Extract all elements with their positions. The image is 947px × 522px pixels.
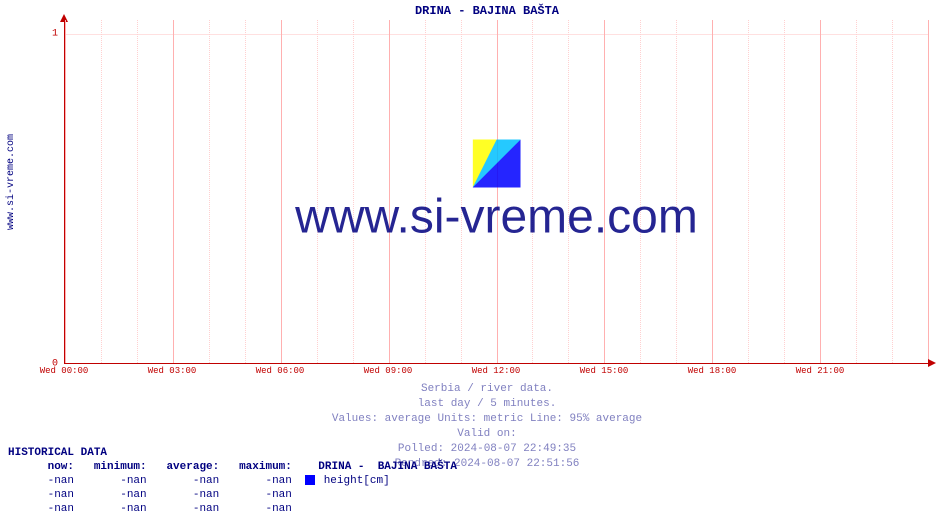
y-tick-1: 1 <box>52 28 58 39</box>
historical-value: -nan <box>219 503 292 515</box>
gridline-v <box>820 20 821 363</box>
gridline-v <box>101 20 102 363</box>
historical-heading: HISTORICAL DATA <box>8 447 107 459</box>
watermark-logo <box>472 139 520 187</box>
x-tick-label: Wed 12:00 <box>472 366 521 376</box>
subtitle-line: Values: average Units: metric Line: 95% … <box>36 412 938 427</box>
historical-value: -nan <box>147 489 220 501</box>
historical-value: -nan <box>147 475 220 487</box>
historical-value: -nan <box>219 489 292 501</box>
x-tick-label: Wed 15:00 <box>580 366 629 376</box>
gridline-v <box>712 20 713 363</box>
historical-value: -nan <box>8 489 74 501</box>
x-tick-label: Wed 00:00 <box>40 366 89 376</box>
subtitle-line: Valid on: <box>36 427 938 442</box>
x-tick-label: Wed 18:00 <box>688 366 737 376</box>
vertical-site-label: www.si-vreme.com <box>6 134 17 230</box>
gridline-v <box>137 20 138 363</box>
gridline-v <box>748 20 749 363</box>
x-tick-label: Wed 21:00 <box>796 366 845 376</box>
historical-data-block: HISTORICAL DATA now: minimum: average: m… <box>8 446 457 516</box>
historical-col: average: <box>147 461 220 473</box>
gridline-v <box>928 20 929 363</box>
historical-value: -nan <box>74 489 147 501</box>
gridline-v <box>209 20 210 363</box>
subtitle-line: last day / 5 minutes. <box>36 397 938 412</box>
historical-unit: height[cm] <box>317 475 390 487</box>
gridline-v <box>784 20 785 363</box>
plot-wrapper: 1 0 www.si-vreme.com <box>36 20 938 364</box>
x-tick-label: Wed 03:00 <box>148 366 197 376</box>
subtitle-line: Serbia / river data. <box>36 382 938 397</box>
legend-marker <box>305 475 315 485</box>
historical-series-label: DRINA - BAJINA BAŠTA <box>318 461 457 473</box>
gridline-v <box>892 20 893 363</box>
watermark-text: www.si-vreme.com <box>295 189 698 244</box>
historical-col: maximum: <box>219 461 292 473</box>
historical-col: minimum: <box>74 461 147 473</box>
historical-value: -nan <box>8 503 74 515</box>
x-axis: Wed 00:00Wed 03:00Wed 06:00Wed 09:00Wed … <box>64 364 928 378</box>
historical-value: -nan <box>219 475 292 487</box>
gridline-v <box>281 20 282 363</box>
gridline-v <box>245 20 246 363</box>
gridline-v <box>173 20 174 363</box>
chart-title: DRINA - BAJINA BAŠTA <box>36 2 938 20</box>
x-axis-arrow <box>928 359 936 367</box>
x-tick-label: Wed 09:00 <box>364 366 413 376</box>
gridline-v <box>856 20 857 363</box>
historical-value: -nan <box>147 503 220 515</box>
historical-value: -nan <box>8 475 74 487</box>
y-axis: 1 0 <box>36 20 60 364</box>
historical-value: -nan <box>74 503 147 515</box>
x-tick-label: Wed 06:00 <box>256 366 305 376</box>
chart-container: DRINA - BAJINA BAŠTA 1 0 www.si-vreme.co… <box>36 2 938 402</box>
gridline-v <box>65 20 66 363</box>
historical-col: now: <box>8 461 74 473</box>
watermark: www.si-vreme.com <box>295 139 698 244</box>
plot-area: www.si-vreme.com <box>64 20 928 364</box>
historical-value: -nan <box>74 475 147 487</box>
